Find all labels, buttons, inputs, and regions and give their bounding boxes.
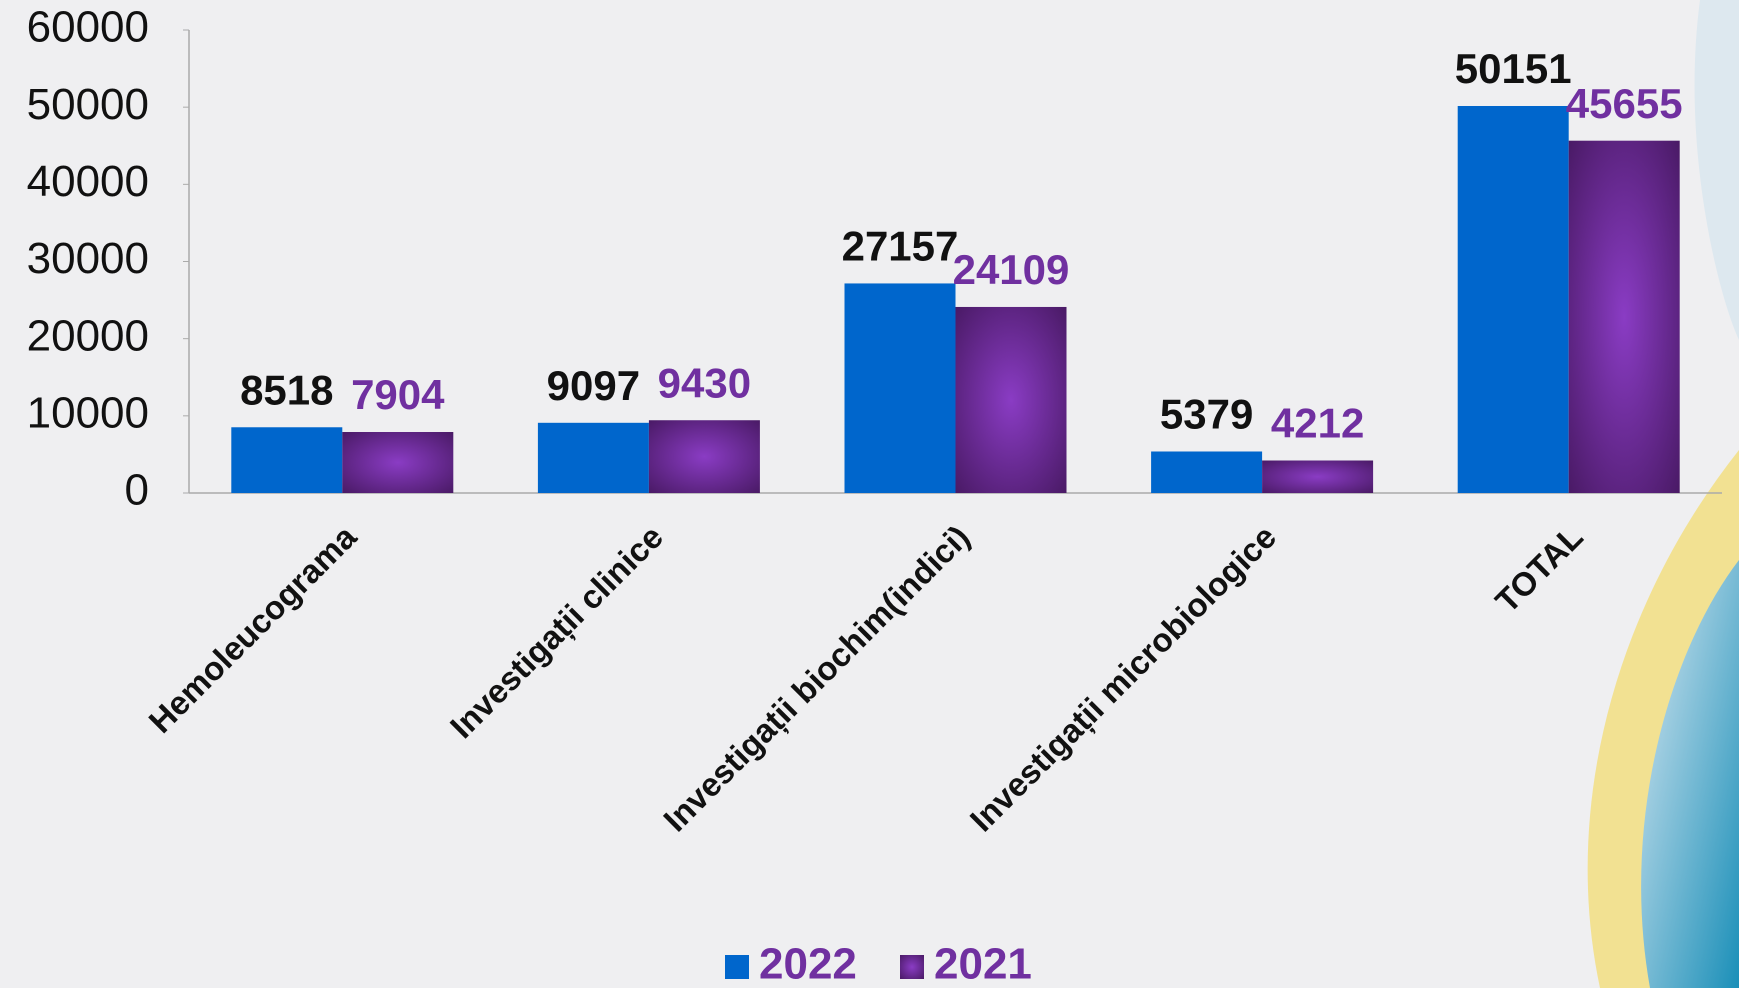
bar [844, 283, 956, 493]
data-label: 8518 [240, 366, 333, 413]
y-tick-label: 20000 [27, 311, 149, 360]
y-tick-label: 40000 [27, 157, 149, 206]
data-label: 9097 [547, 362, 640, 409]
data-label: 24109 [953, 246, 1070, 293]
data-label: 9430 [658, 359, 751, 406]
bar [1262, 460, 1374, 493]
data-label: 27157 [842, 223, 959, 270]
decor-top [1694, 0, 1739, 340]
data-label: 5379 [1160, 391, 1253, 438]
bar [1457, 106, 1569, 493]
data-label: 7904 [351, 371, 445, 418]
bar [537, 422, 649, 493]
y-tick-label: 10000 [27, 388, 149, 437]
bar [231, 427, 343, 493]
bar [342, 432, 454, 493]
data-label: 4212 [1271, 400, 1364, 447]
data-label: 50151 [1455, 45, 1572, 92]
bar [1568, 140, 1680, 493]
bar [648, 420, 760, 493]
legend-label: 2021 [934, 940, 1032, 988]
decor-blue [1641, 560, 1739, 988]
bar [955, 306, 1067, 493]
data-label: 45655 [1566, 80, 1683, 127]
y-tick-label: 0 [125, 466, 149, 515]
legend-label: 2022 [759, 940, 857, 988]
legend-swatch [900, 955, 924, 979]
y-tick-label: 50000 [27, 80, 149, 129]
bar [1151, 451, 1263, 493]
legend-swatch [725, 955, 749, 979]
y-tick-label: 60000 [27, 3, 149, 52]
y-tick-label: 30000 [27, 234, 149, 283]
